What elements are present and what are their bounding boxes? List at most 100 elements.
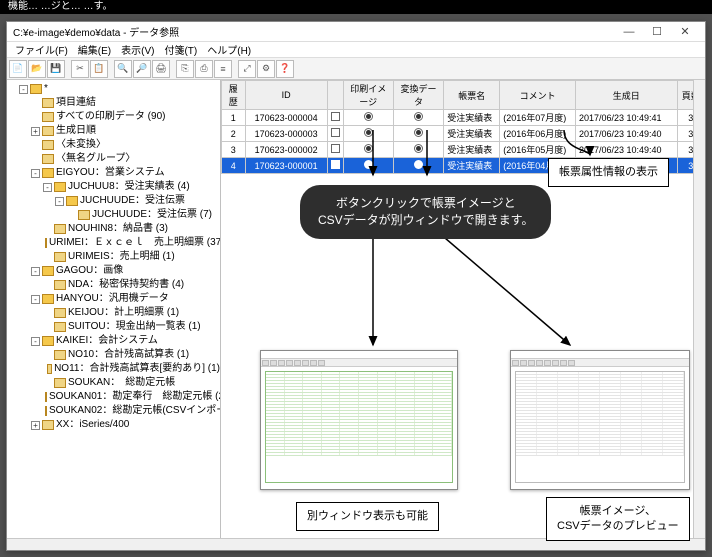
tree-item[interactable]: SOUKAN： 総勘定元帳 — [43, 376, 220, 390]
toolbar: 📄📂💾 ✂📋 🔍🔎🖨 ⎘⎙≡ ⤢⚙❓ — [7, 58, 705, 80]
tree-twisty-icon[interactable]: - — [43, 183, 52, 192]
close-button[interactable]: ✕ — [671, 25, 699, 38]
tree-item[interactable]: URIMEI：Ｅｘｃｅｌ 売上明細票 (37) — [43, 236, 220, 250]
top-banner: 機能… …ジと… …す。 — [0, 0, 712, 14]
column-header[interactable]: 変換データ — [393, 81, 443, 110]
tree-item-label: SOUKAN： 総勘定元帳 — [68, 376, 175, 390]
folder-icon — [47, 364, 52, 374]
tree-item-label: XX：iSeries/400 — [56, 418, 129, 432]
tree-item-label: 〈未変換〉 — [56, 138, 106, 152]
tree-item[interactable]: -EIGYOU：営業システム — [31, 166, 220, 180]
toolbar-button[interactable]: ✂ — [71, 60, 89, 78]
tree-item-label: SOUKAN01：勘定奉行 総勘定元帳 (2) — [49, 390, 221, 404]
tree-item[interactable]: URIMEIS：売上明細 (1) — [43, 250, 220, 264]
toolbar-button[interactable]: ⤢ — [238, 60, 256, 78]
table-row[interactable]: 1170623-000004受注実績表(2016年07月度)2017/06/23… — [222, 110, 705, 126]
tree-twisty-icon[interactable]: - — [31, 295, 40, 304]
tree-twisty-icon[interactable]: - — [31, 169, 40, 178]
toolbar-button[interactable]: ⎙ — [195, 60, 213, 78]
folder-icon — [30, 84, 42, 94]
folder-icon — [54, 280, 66, 290]
tree-item-label: KEIJOU：計上明細票 (1) — [68, 306, 179, 320]
tree-item[interactable]: SOUKAN02：総勘定元帳(CSVインポート) (7) — [43, 404, 220, 418]
toolbar-button[interactable]: 📂 — [28, 60, 46, 78]
toolbar-button[interactable]: 🔍 — [114, 60, 132, 78]
tree-item[interactable]: - JUCHUUDE：受注伝票 — [55, 194, 220, 208]
tree-item[interactable]: KEIJOU：計上明細票 (1) — [43, 306, 220, 320]
column-header[interactable] — [327, 81, 343, 110]
menu-item[interactable]: 編集(E) — [74, 42, 115, 57]
maximize-button[interactable]: ☐ — [643, 25, 671, 38]
tree-twisty-icon[interactable]: - — [55, 197, 64, 206]
tree-item-label: JUCHUU8：受注実績表 (4) — [68, 180, 190, 194]
folder-icon — [78, 210, 90, 220]
tree-item[interactable]: 〈未変換〉 — [31, 138, 220, 152]
tree-item[interactable]: NDA：秘密保持契約書 (4) — [43, 278, 220, 292]
folder-icon — [45, 406, 47, 416]
tree-twisty-icon[interactable]: + — [31, 127, 40, 136]
tree-pane[interactable]: -*項目連結すべての印刷データ (90) + 生成日順〈未変換〉〈無名グループ〉-E… — [7, 80, 221, 550]
menu-item[interactable]: 付箋(T) — [160, 42, 201, 57]
column-header[interactable]: 帳票名 — [444, 81, 500, 110]
toolbar-button[interactable]: ≡ — [214, 60, 232, 78]
folder-icon — [42, 168, 54, 178]
tree-item-label: GAGOU：画像 — [56, 264, 123, 278]
tree-twisty-icon[interactable]: + — [31, 421, 40, 430]
folder-icon — [42, 112, 54, 122]
toolbar-button[interactable]: 💾 — [47, 60, 65, 78]
tree-item-label: SUITOU：現金出納一覧表 (1) — [68, 320, 201, 334]
column-header[interactable]: ID — [245, 81, 327, 110]
toolbar-button[interactable]: ⚙ — [257, 60, 275, 78]
tree-twisty-icon[interactable]: - — [19, 85, 28, 94]
tree-item[interactable]: NOUHIN8：納品書 (3) — [43, 222, 220, 236]
table-row[interactable]: 2170623-000003受注実績表(2016年06月度)2017/06/23… — [222, 126, 705, 142]
tree-item-label: NOUHIN8：納品書 (3) — [68, 222, 168, 236]
folder-icon — [54, 224, 66, 234]
menu-item[interactable]: 表示(V) — [117, 42, 158, 57]
callout-attributes: 帳票属性情報の表示 — [548, 158, 669, 187]
grid-scroll-v[interactable] — [693, 80, 705, 538]
column-header[interactable]: 履歴 — [222, 81, 246, 110]
tree-twisty-icon[interactable]: - — [31, 267, 40, 276]
tree-item-label: 項目連結 — [56, 96, 96, 110]
toolbar-button[interactable]: 📋 — [90, 60, 108, 78]
column-header[interactable]: 印刷イメージ — [343, 81, 393, 110]
tree-item[interactable]: SOUKAN01：勘定奉行 総勘定元帳 (2) — [43, 390, 220, 404]
tree-item[interactable]: - GAGOU：画像 — [31, 264, 220, 278]
callout-pill: ボタンクリックで帳票イメージと CSVデータが別ウィンドウで開きます。 — [300, 185, 551, 239]
table-row[interactable]: 3170623-000002受注実績表(2016年05月度)2017/06/23… — [222, 142, 705, 158]
menu-item[interactable]: ヘルプ(H) — [203, 42, 255, 57]
folder-icon — [54, 322, 66, 332]
toolbar-button[interactable]: 🖨 — [152, 60, 170, 78]
tree-item-label: NO11：合計残高試算表[要約あり] (1) — [54, 362, 220, 376]
folder-icon — [54, 182, 66, 192]
tree-item[interactable]: JUCHUUDE：受注伝票 (7) — [67, 208, 220, 222]
toolbar-button[interactable]: 🔎 — [133, 60, 151, 78]
folder-icon — [54, 308, 66, 318]
toolbar-button[interactable]: ❓ — [276, 60, 294, 78]
tree-item[interactable]: NO10：合計残高試算表 (1) — [43, 348, 220, 362]
tree-item[interactable]: 項目連結 — [31, 96, 220, 110]
column-header[interactable]: 生成日 — [575, 81, 677, 110]
tree-item-label: JUCHUUDE：受注伝票 — [80, 194, 185, 208]
tree-item[interactable]: すべての印刷データ (90) — [31, 110, 220, 124]
tree-item[interactable]: + 生成日順 — [31, 124, 220, 138]
folder-icon — [54, 378, 66, 388]
column-header[interactable]: コメント — [500, 81, 576, 110]
tree-item[interactable]: + XX：iSeries/400 — [31, 418, 220, 432]
tree-item[interactable]: - JUCHUU8：受注実績表 (4) — [43, 180, 220, 194]
tree-twisty-icon[interactable]: - — [31, 337, 40, 346]
tree-item[interactable]: -HANYOU：汎用機データ — [31, 292, 220, 306]
tree-item-label: 〈無名グループ〉 — [56, 152, 135, 166]
tree-item[interactable]: 〈無名グループ〉 — [31, 152, 220, 166]
minimize-button[interactable]: — — [615, 26, 643, 38]
tree-item-label: 生成日順 — [56, 124, 96, 138]
toolbar-button[interactable]: 📄 — [9, 60, 27, 78]
tree-item[interactable]: -KAIKEI：会計システム — [31, 334, 220, 348]
tree-item[interactable]: -* — [19, 82, 220, 96]
toolbar-button[interactable]: ⎘ — [176, 60, 194, 78]
tree-item[interactable]: NO11：合計残高試算表[要約あり] (1) — [43, 362, 220, 376]
tree-scroll-h[interactable] — [7, 538, 221, 550]
tree-item[interactable]: SUITOU：現金出納一覧表 (1) — [43, 320, 220, 334]
menu-item[interactable]: ファイル(F) — [11, 42, 72, 57]
